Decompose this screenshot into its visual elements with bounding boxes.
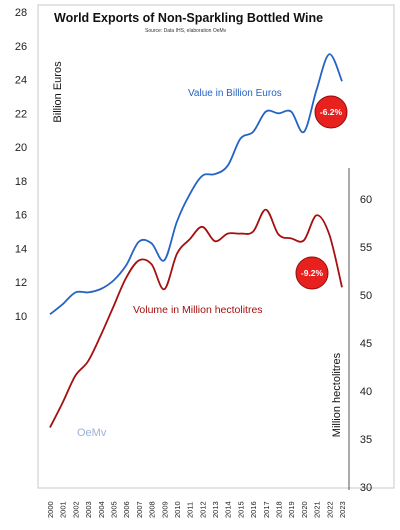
left-tick-label: 16 [15, 210, 27, 222]
x-tick-label: 2012 [198, 501, 207, 518]
change-badge-value-text: -6.2% [320, 107, 343, 117]
x-tick-label: 2010 [173, 501, 182, 518]
series-line-value [49, 53, 343, 316]
change-badge-volume: -9.2% [295, 256, 329, 290]
left-axis-ticks: 10 12 14 16 18 20 22 24 26 28 [15, 7, 27, 323]
change-badge-volume-text: -9.2% [301, 268, 324, 278]
x-tick-label: 2020 [300, 501, 309, 518]
right-tick-label: 30 [360, 482, 372, 494]
chart-subtitle: Source: Data IHS, elaboration OeMv [145, 28, 227, 34]
chart-frame [37, 4, 395, 489]
x-tick-label: 2006 [122, 501, 131, 518]
series-label-value: Value in Billion Euros [188, 88, 282, 99]
left-tick-label: 10 [15, 311, 27, 323]
right-tick-label: 45 [360, 338, 372, 350]
chart-title: World Exports of Non-Sparkling Bottled W… [54, 11, 323, 25]
x-tick-label: 2000 [46, 501, 55, 518]
left-tick-label: 24 [15, 75, 27, 87]
x-tick-label: 2016 [249, 501, 258, 518]
right-axis-ticks: 30 35 40 45 50 55 60 [360, 194, 372, 494]
x-tick-label: 2019 [287, 501, 296, 518]
left-tick-label: 12 [15, 277, 27, 289]
x-tick-label: 2009 [160, 501, 169, 518]
left-tick-label: 22 [15, 108, 27, 120]
series-label-volume: Volume in Million hectolitres [133, 304, 263, 316]
series-line-volume [49, 208, 343, 428]
x-tick-label: 2001 [59, 501, 68, 518]
left-tick-label: 18 [15, 176, 27, 188]
x-tick-label: 2002 [71, 501, 80, 518]
x-axis-ticks: 2000 2001 2002 2003 2004 2005 2006 2007 2008 2009… [46, 501, 347, 518]
right-tick-label: 60 [360, 194, 372, 206]
x-tick-label: 2008 [148, 501, 157, 518]
x-tick-label: 2007 [135, 501, 144, 518]
x-tick-label: 2017 [262, 501, 271, 518]
x-tick-label: 2018 [275, 501, 284, 518]
x-tick-label: 2015 [236, 501, 245, 518]
x-tick-label: 2013 [211, 501, 220, 518]
left-tick-label: 20 [15, 142, 27, 154]
right-axis-label: Million hectolitres [331, 352, 343, 437]
change-badge-value: -6.2% [314, 95, 348, 129]
x-tick-label: 2004 [97, 501, 106, 518]
x-tick-label: 2021 [313, 501, 322, 518]
x-tick-label: 2023 [338, 501, 347, 518]
left-axis-label: Billion Euros [52, 61, 64, 123]
watermark: OeMv [77, 427, 107, 439]
right-tick-label: 55 [360, 242, 372, 254]
right-tick-label: 50 [360, 290, 372, 302]
left-tick-label: 26 [15, 41, 27, 53]
x-tick-label: 2014 [224, 501, 233, 518]
x-tick-label: 2011 [186, 502, 195, 518]
right-tick-label: 40 [360, 386, 372, 398]
x-tick-label: 2022 [325, 501, 334, 518]
right-tick-label: 35 [360, 434, 372, 446]
x-tick-label: 2005 [109, 501, 118, 518]
x-tick-label: 2003 [84, 501, 93, 518]
left-tick-label: 28 [15, 7, 27, 19]
left-tick-label: 14 [15, 243, 27, 255]
